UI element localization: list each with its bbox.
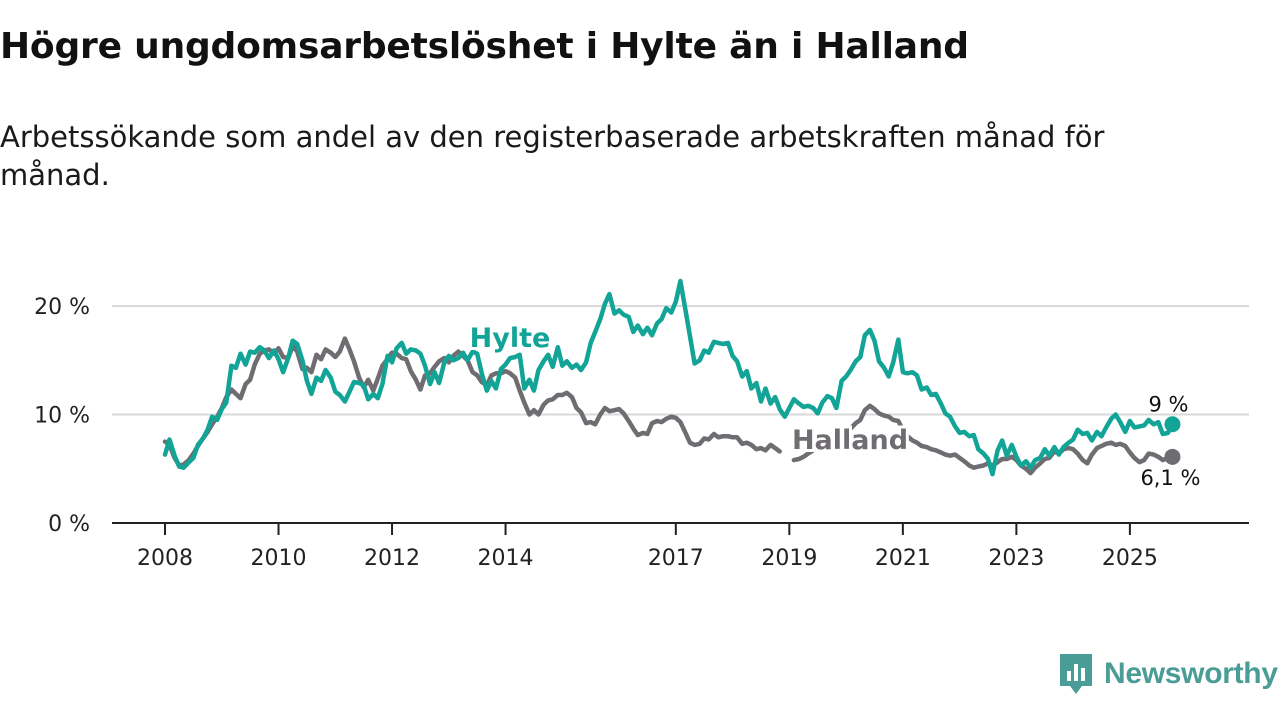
series-label-hylte: Hylte bbox=[470, 323, 551, 354]
series-line-halland bbox=[791, 448, 816, 463]
x-axis: 2008 2010 2012 2014 2017 2019 2021 2023 2025 bbox=[112, 522, 1249, 571]
end-label-hylte: 9 % bbox=[1148, 392, 1188, 416]
x-tick-label: 2008 bbox=[137, 546, 193, 571]
x-tick-label: 2025 bbox=[1102, 546, 1158, 571]
x-tick-label: 2010 bbox=[251, 546, 307, 571]
end-marker-hylte bbox=[1164, 416, 1181, 433]
x-tick-label: 2021 bbox=[875, 546, 931, 571]
series-label-halland: Halland bbox=[792, 425, 908, 456]
y-tick-label: 0 % bbox=[48, 512, 90, 537]
x-tick-label: 2023 bbox=[988, 546, 1044, 571]
newsworthy-logo[interactable]: Newsworthy bbox=[1058, 652, 1278, 696]
series-line-hylte bbox=[162, 278, 1175, 477]
end-marker-halland bbox=[1164, 448, 1181, 465]
x-tick-label: 2014 bbox=[478, 546, 534, 571]
end-label-halland: 6,1 % bbox=[1140, 466, 1200, 490]
chart-subtitle: Arbetssökande som andel av den registerb… bbox=[0, 120, 1105, 192]
grid-lines: 0 % 10 % 20 % bbox=[34, 295, 1249, 537]
chart-title: Högre ungdomsarbetslöshet i Hylte än i H… bbox=[0, 26, 969, 67]
x-tick-label: 2017 bbox=[648, 546, 704, 571]
series-line-halland bbox=[848, 403, 1175, 476]
x-tick-label: 2012 bbox=[364, 546, 420, 571]
series-line-halland bbox=[162, 336, 782, 468]
series-lines bbox=[162, 278, 1181, 477]
series-labels: Hylte Halland 9 % 6,1 % bbox=[467, 320, 1201, 490]
x-tick-label: 2019 bbox=[761, 546, 817, 571]
newsworthy-logo-icon bbox=[1060, 654, 1092, 694]
y-tick-label: 10 % bbox=[34, 404, 90, 429]
y-tick-label: 20 % bbox=[34, 295, 90, 320]
brand-name: Newsworthy bbox=[1104, 657, 1278, 690]
